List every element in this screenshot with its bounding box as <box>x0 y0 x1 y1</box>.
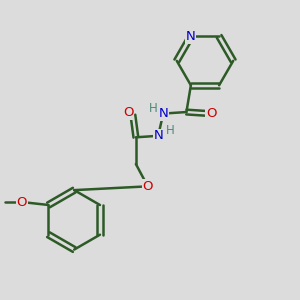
Text: O: O <box>123 106 134 119</box>
Text: H: H <box>166 124 174 137</box>
Text: N: N <box>153 129 163 142</box>
Text: O: O <box>206 107 216 120</box>
Text: O: O <box>16 196 27 208</box>
Text: N: N <box>186 30 196 43</box>
Text: H: H <box>149 102 158 115</box>
Text: N: N <box>158 107 168 120</box>
Text: O: O <box>142 180 153 193</box>
